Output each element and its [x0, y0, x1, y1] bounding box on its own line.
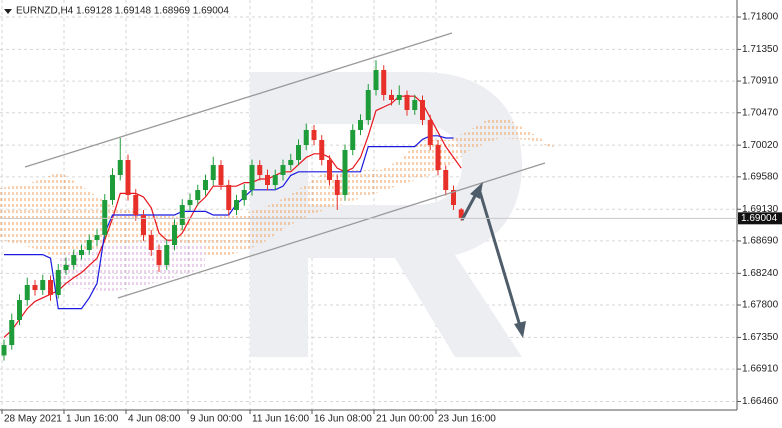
candle-body	[172, 225, 177, 246]
candle-body	[148, 235, 154, 251]
candle-body	[358, 120, 363, 130]
candle-body	[102, 200, 108, 236]
candle-body	[265, 174, 270, 185]
candle-body	[55, 270, 61, 296]
candle-body	[179, 205, 185, 226]
x-tick-label: 16 Jun 08:00	[314, 414, 372, 425]
candle-body	[86, 239, 92, 251]
candle-body	[319, 139, 325, 160]
candle-body	[381, 69, 387, 95]
candle-body	[133, 194, 139, 216]
candle-body	[396, 94, 402, 101]
candle-body	[296, 145, 301, 160]
y-tick-label: 1.68690	[742, 236, 779, 247]
y-tick-label: 1.67350	[742, 332, 779, 343]
candle-body	[203, 180, 208, 191]
candle-body	[373, 69, 379, 91]
x-tick-label: 28 May 2021	[4, 414, 62, 425]
candle-body	[458, 209, 464, 219]
candle-body	[288, 159, 294, 166]
candle-body	[420, 100, 425, 121]
candle-body	[117, 159, 123, 175]
candle-body	[187, 200, 193, 205]
candle-body	[350, 129, 356, 150]
menu-arrow	[4, 9, 12, 14]
candle-body	[40, 280, 46, 291]
candles	[1, 60, 464, 361]
candle-body	[17, 300, 22, 320]
candle-body	[195, 190, 201, 201]
candle-body	[334, 180, 340, 195]
candle-body	[226, 184, 232, 211]
channel	[24, 32, 546, 299]
candle-body	[435, 145, 441, 171]
price-tag	[738, 212, 782, 225]
candle-body	[48, 280, 53, 296]
y-tick-label: 1.68240	[742, 268, 779, 279]
candle-body	[389, 94, 394, 101]
y-tick-label: 1.70910	[742, 76, 779, 87]
candle-body	[303, 129, 309, 146]
candle-body	[342, 149, 348, 195]
candle-body	[164, 245, 170, 265]
candle-body	[32, 284, 38, 291]
indicator-line	[3, 95, 462, 338]
candle-body	[365, 90, 371, 121]
x-tick-label: 11 Jun 16:00	[252, 414, 310, 425]
y-tick-label: 1.70020	[742, 140, 779, 151]
y-tick-label: 1.71800	[742, 12, 779, 23]
x-tick-label: 23 Jun 16:00	[438, 414, 496, 425]
candle-body	[218, 165, 224, 185]
candle-body	[24, 284, 30, 301]
candle-body	[257, 165, 263, 175]
candle-body	[443, 170, 449, 191]
candle-body	[427, 120, 433, 146]
candle-body	[63, 264, 69, 271]
candle-body	[249, 165, 255, 191]
y-tick-label: 1.67800	[742, 300, 779, 311]
candle-body	[110, 174, 115, 201]
candle-body	[125, 159, 131, 195]
y-tick-label: 1.71350	[742, 44, 779, 55]
x-tick-label: 21 Jun 00:00	[376, 414, 434, 425]
candle-body	[1, 345, 7, 356]
y-tick-label: 1.66910	[742, 364, 779, 375]
x-tick-label: 9 Jun 00:00	[190, 414, 243, 425]
chart-title: EURNZD,H4 1.69128 1.69148 1.68969 1.6900…	[16, 6, 229, 17]
candle-body	[412, 100, 418, 111]
candle-body	[71, 255, 77, 265]
candle-body	[311, 129, 317, 140]
x-tick-label: 4 Jun 08:00	[128, 414, 181, 425]
candle-body	[280, 165, 286, 175]
candle-body	[94, 235, 100, 240]
candle-body	[451, 190, 456, 205]
candle-body	[141, 215, 146, 236]
y-tick-label: 1.66460	[742, 396, 779, 407]
candle-body	[234, 200, 239, 211]
price-tag-label: 1.69004	[741, 213, 778, 224]
candle-body	[79, 250, 84, 256]
candle-body	[272, 174, 278, 185]
candle-body	[404, 94, 410, 111]
x-tick-label: 1 Jun 16:00	[66, 414, 119, 425]
forecast-arrow	[460, 182, 526, 338]
candle-body	[156, 250, 162, 265]
y-tick-label: 1.69130	[742, 204, 779, 215]
candle-body	[9, 319, 15, 346]
y-tick-label: 1.70470	[742, 107, 779, 118]
y-tick-label: 1.69580	[742, 171, 779, 182]
candle-body	[327, 159, 332, 181]
candle-body	[241, 190, 247, 201]
candle-body	[210, 165, 216, 181]
